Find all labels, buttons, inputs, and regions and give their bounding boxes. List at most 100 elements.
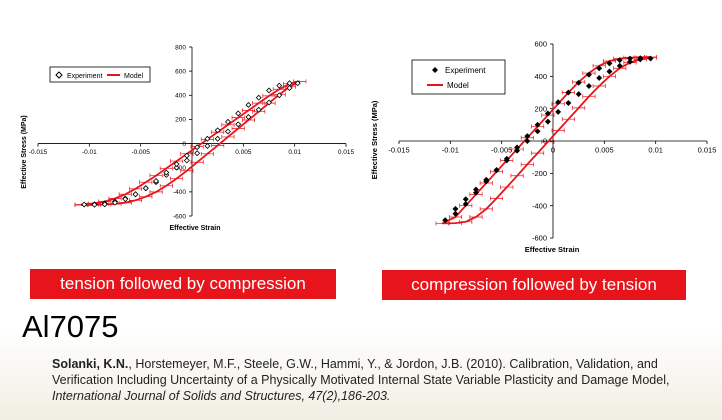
model-error-bar [129, 186, 143, 191]
model-error-bar [293, 79, 307, 84]
experiment-point [214, 135, 221, 142]
model-error-bar [170, 159, 184, 164]
experiment-point [153, 178, 160, 184]
model-error-bar [448, 221, 462, 226]
model-error-bar [211, 143, 225, 148]
y-tick-label: 600 [534, 40, 547, 49]
experiment-point [483, 178, 490, 185]
experiment-point [544, 118, 551, 125]
experiment-point [91, 201, 98, 208]
y-tick-label: -400 [532, 201, 547, 210]
experiment-point [452, 205, 459, 212]
experiment-point [452, 210, 459, 217]
series-experiment [442, 55, 654, 224]
banner-tension-compression: tension followed by compression [30, 269, 336, 299]
x-tick-label: -0.015 [29, 149, 48, 156]
experiment-point [585, 71, 592, 78]
y-tick-label: 400 [175, 93, 186, 100]
model-error-bar [159, 183, 173, 188]
experiment-point [122, 196, 129, 203]
experiment-point [606, 60, 613, 67]
model-error-bar [221, 134, 235, 139]
experiment-point [255, 106, 262, 113]
x-axis-label: Effective Strain [170, 225, 221, 232]
model-error-bar [531, 151, 545, 156]
experiment-point [235, 121, 242, 128]
x-tick-label: -0.015 [388, 146, 409, 155]
y-tick-label: 400 [534, 72, 547, 81]
legend-experiment-label: Experiment [67, 73, 102, 80]
y-tick-label: -600 [173, 213, 186, 220]
x-tick-label: -0.01 [442, 146, 459, 155]
series-experiment [81, 80, 301, 208]
citation-journal: International Journal of Solids and Stru… [52, 389, 391, 403]
experiment-point [555, 108, 562, 115]
model-error-bar [118, 192, 132, 197]
x-tick-label: 0.005 [235, 149, 252, 156]
experiment-point [462, 196, 469, 203]
experiment-point [647, 55, 654, 62]
experiment-point [503, 155, 510, 162]
experiment-point [616, 57, 623, 64]
chart-left: Effective Stress (MPa) Effective Strain … [21, 44, 355, 232]
experiment-point [585, 83, 592, 89]
experiment-point [224, 128, 231, 135]
experiment-point [245, 114, 252, 120]
experiment-point [565, 89, 572, 96]
y-axis-label: Effective Stress (MPa) [370, 100, 379, 179]
model-error-bar [510, 173, 524, 178]
experiment-point [183, 157, 190, 164]
experiment-point [132, 191, 139, 198]
experiment-point [575, 91, 582, 98]
model-error-bar [469, 214, 483, 219]
model-error-bar [180, 168, 194, 173]
model-error-bar [490, 196, 504, 201]
experiment-point [616, 62, 623, 69]
experiment-point [235, 110, 242, 117]
model-error-bar [139, 180, 153, 185]
x-tick-label: 0.01 [288, 149, 301, 156]
banner-compression-tension: compression followed by tension [382, 270, 686, 300]
x-tick-label: 0.005 [595, 146, 614, 155]
experiment-point [81, 201, 88, 208]
experiment-point [266, 99, 272, 106]
model-error-bar [221, 122, 235, 127]
model-error-bar [500, 185, 514, 190]
x-tick-label: 0 [551, 146, 555, 155]
model-error-bar [551, 128, 565, 133]
model-error-bar [561, 117, 575, 122]
experiment-point [514, 147, 521, 154]
experiment-point [286, 80, 293, 87]
y-tick-label: 0 [543, 137, 547, 146]
experiment-point [194, 150, 201, 157]
experiment-point [606, 68, 613, 75]
x-tick-label: 0 [190, 149, 194, 156]
x-tick-label: -0.01 [82, 149, 97, 156]
model-error-bar [592, 84, 606, 89]
model-error-bar [602, 74, 616, 79]
x-tick-label: 0.015 [338, 149, 355, 156]
experiment-point [173, 164, 180, 171]
citation: Solanki, K.N., Horstemeyer, M.F., Steele… [52, 356, 692, 404]
model-error-bar [448, 214, 462, 219]
legend-box [411, 59, 506, 95]
legend-experiment-label: Experiment [445, 66, 486, 75]
axes: -0.015 -0.01 -0.005 0 0.005 0.01 0.015 -600 -400… [388, 40, 716, 243]
model-error-bar [149, 173, 163, 178]
model-error-bar [190, 160, 204, 165]
model-error-bar [170, 176, 184, 181]
experiment-point [163, 169, 170, 176]
experiment-point [204, 143, 211, 149]
x-tick-label: -0.005 [491, 146, 512, 155]
x-tick-label: 0.015 [698, 146, 717, 155]
experiment-point [596, 65, 603, 72]
model-error-bar [241, 118, 255, 123]
model-error-bar [108, 196, 122, 201]
experiment-point [627, 55, 633, 62]
experiment-point [534, 128, 541, 135]
experiment-point [194, 144, 201, 151]
y-tick-label: -200 [532, 169, 547, 178]
legend-experiment-marker [432, 67, 438, 73]
experiment-point [473, 189, 479, 196]
experiment-point [637, 55, 644, 62]
